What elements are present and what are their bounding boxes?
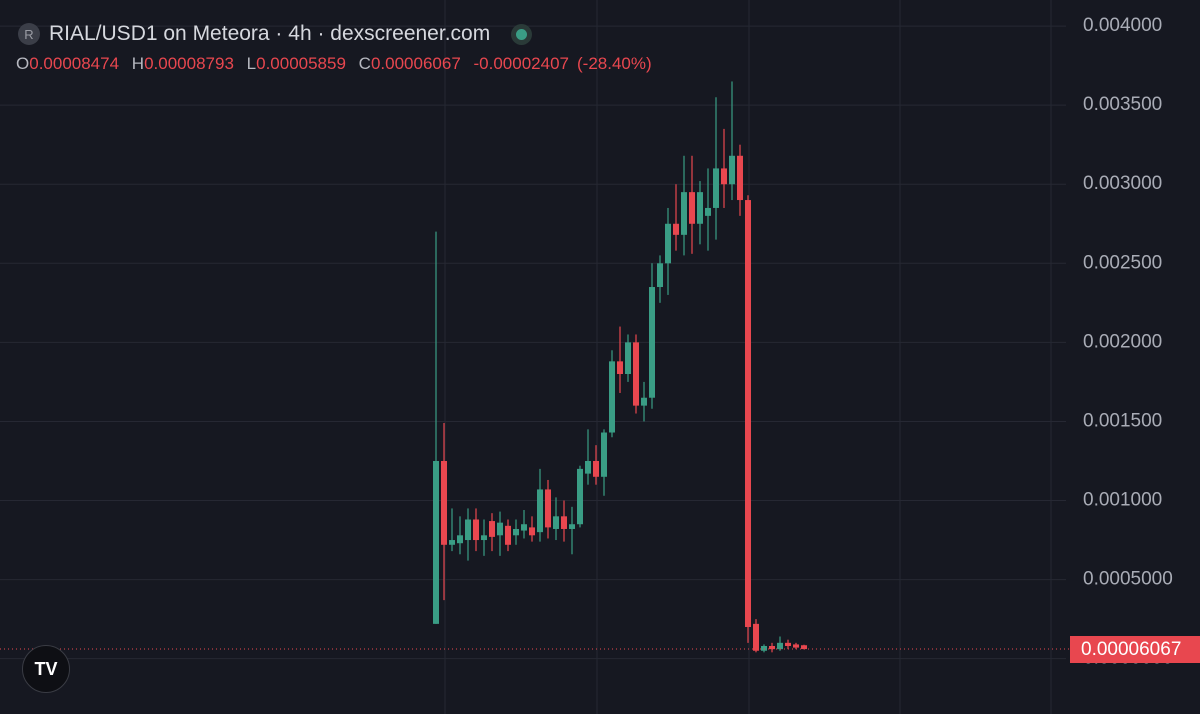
candle-body bbox=[649, 287, 655, 398]
candle-body bbox=[625, 342, 631, 374]
candle-body bbox=[665, 223, 671, 264]
candle-body bbox=[721, 168, 727, 185]
candle-body bbox=[601, 432, 607, 477]
last-price-label: 0.00006067 bbox=[1070, 636, 1200, 664]
y-tick-label: 0.002000 bbox=[1083, 331, 1162, 352]
candle-body bbox=[769, 646, 775, 650]
y-tick-label: 0.001500 bbox=[1083, 410, 1162, 431]
candle-body bbox=[593, 460, 599, 477]
candle-body bbox=[521, 524, 527, 531]
status-dot bbox=[516, 28, 528, 40]
candle-body bbox=[497, 522, 503, 536]
candle-body bbox=[553, 516, 559, 529]
candle-body bbox=[689, 192, 695, 224]
candle-body bbox=[465, 519, 471, 541]
candle-body bbox=[529, 527, 535, 536]
candle-body bbox=[617, 361, 623, 374]
change-pct: (-28.40%) bbox=[577, 54, 652, 73]
candle-body bbox=[569, 524, 575, 529]
y-tick-label: 0.0005000 bbox=[1083, 569, 1173, 590]
ohlc-value: 0.00006067 bbox=[370, 54, 461, 73]
candle-body bbox=[673, 223, 679, 235]
candle-body bbox=[433, 460, 439, 624]
candle-body bbox=[753, 623, 759, 651]
candle-body bbox=[505, 525, 511, 545]
candle-body bbox=[641, 397, 647, 406]
ohlc-key: O bbox=[16, 54, 30, 73]
candle-body bbox=[697, 192, 703, 224]
candle-body bbox=[585, 460, 591, 474]
candle-body bbox=[577, 468, 583, 525]
candle-body bbox=[737, 155, 743, 201]
candle-body bbox=[681, 192, 687, 235]
candles bbox=[0, 81, 1070, 653]
ohlc-value: 0.00008793 bbox=[144, 54, 234, 73]
candle-body bbox=[785, 642, 791, 646]
candle-body bbox=[513, 528, 519, 536]
candle-body bbox=[481, 535, 487, 541]
header: R RIAL/USD1 on Meteora · 4h · dexscreene… bbox=[18, 22, 528, 46]
candle-body bbox=[777, 642, 783, 650]
ohlc-value: 0.00008474 bbox=[29, 54, 120, 73]
y-tick-label: 0.003000 bbox=[1083, 173, 1162, 194]
candle-body bbox=[745, 200, 751, 628]
ohlc-key: H bbox=[131, 54, 145, 73]
change: -0.00002407 bbox=[473, 54, 569, 73]
candle-body bbox=[457, 535, 463, 544]
chart-title: RIAL/USD1 on Meteora · 4h · dexscreener.… bbox=[49, 22, 491, 45]
candle-body bbox=[561, 516, 567, 529]
candle-body bbox=[609, 361, 615, 433]
candle-body bbox=[793, 644, 799, 648]
grid bbox=[0, 25, 1066, 660]
ohlc-key: L bbox=[246, 54, 257, 73]
y-tick-label: 0.002500 bbox=[1083, 252, 1162, 273]
candle-body bbox=[473, 519, 479, 541]
candle-body bbox=[545, 489, 551, 528]
y-tick-label: 0.003500 bbox=[1083, 94, 1162, 115]
ohlc-value: 0.00005859 bbox=[256, 54, 346, 73]
ohlc-key: C bbox=[358, 54, 371, 73]
candle-body bbox=[705, 207, 711, 216]
candle-body bbox=[633, 342, 639, 406]
candle-body bbox=[801, 645, 807, 650]
candle-body bbox=[761, 646, 767, 651]
y-tick-label: 0.004000 bbox=[1083, 15, 1162, 36]
y-tick-label: 0.001000 bbox=[1083, 490, 1162, 511]
symbol-icon: R bbox=[18, 23, 40, 45]
candle-body bbox=[537, 489, 543, 533]
tradingview-logo[interactable]: TV bbox=[22, 645, 70, 693]
y-axis: 0.00000000.00050000.0010000.0015000.0020… bbox=[1083, 15, 1173, 669]
ohlc-legend: O0.00008474 H0.00008793 L0.00005859 C0.0… bbox=[16, 54, 660, 74]
candle-body bbox=[489, 521, 495, 537]
candle-body bbox=[441, 460, 447, 545]
candle-body bbox=[729, 155, 735, 185]
candle-body bbox=[449, 540, 455, 545]
candle-body bbox=[657, 263, 663, 288]
candle-body bbox=[713, 168, 719, 208]
